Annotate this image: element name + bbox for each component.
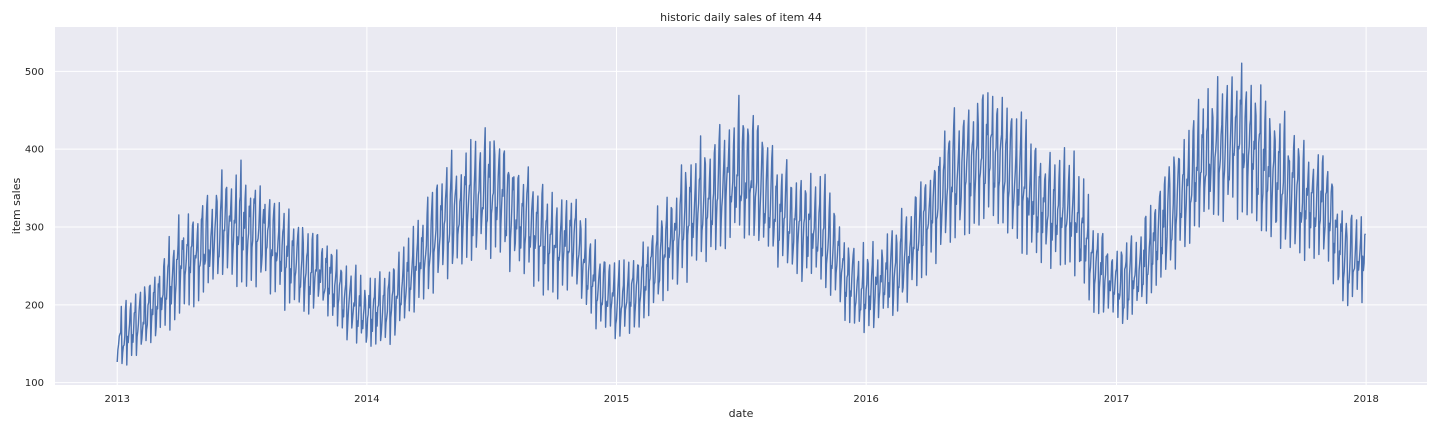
y-tick-label: 200 [25, 300, 44, 311]
y-axis: 100 200 300 400 500 [25, 67, 44, 389]
x-tick-label: 2017 [1104, 394, 1129, 405]
x-tick-label: 2013 [105, 394, 130, 405]
plot-background [55, 27, 1427, 385]
y-tick-label: 100 [25, 378, 44, 389]
series-line [116, 62, 1367, 366]
y-tick-label: 400 [25, 145, 44, 156]
x-axis: 2013 2014 2015 2016 2017 2018 [105, 394, 1379, 405]
y-axis-title: item sales [10, 178, 23, 235]
x-tick-label: 2015 [604, 394, 629, 405]
x-tick-label: 2016 [853, 394, 878, 405]
y-tick-label: 300 [25, 223, 44, 234]
x-tick-label: 2018 [1353, 394, 1378, 405]
y-tick-label: 500 [25, 67, 44, 78]
x-axis-title: date [729, 407, 754, 420]
x-tick-label: 2014 [354, 394, 379, 405]
chart-title: historic daily sales of item 44 [660, 11, 822, 24]
series-layer [116, 62, 1367, 366]
